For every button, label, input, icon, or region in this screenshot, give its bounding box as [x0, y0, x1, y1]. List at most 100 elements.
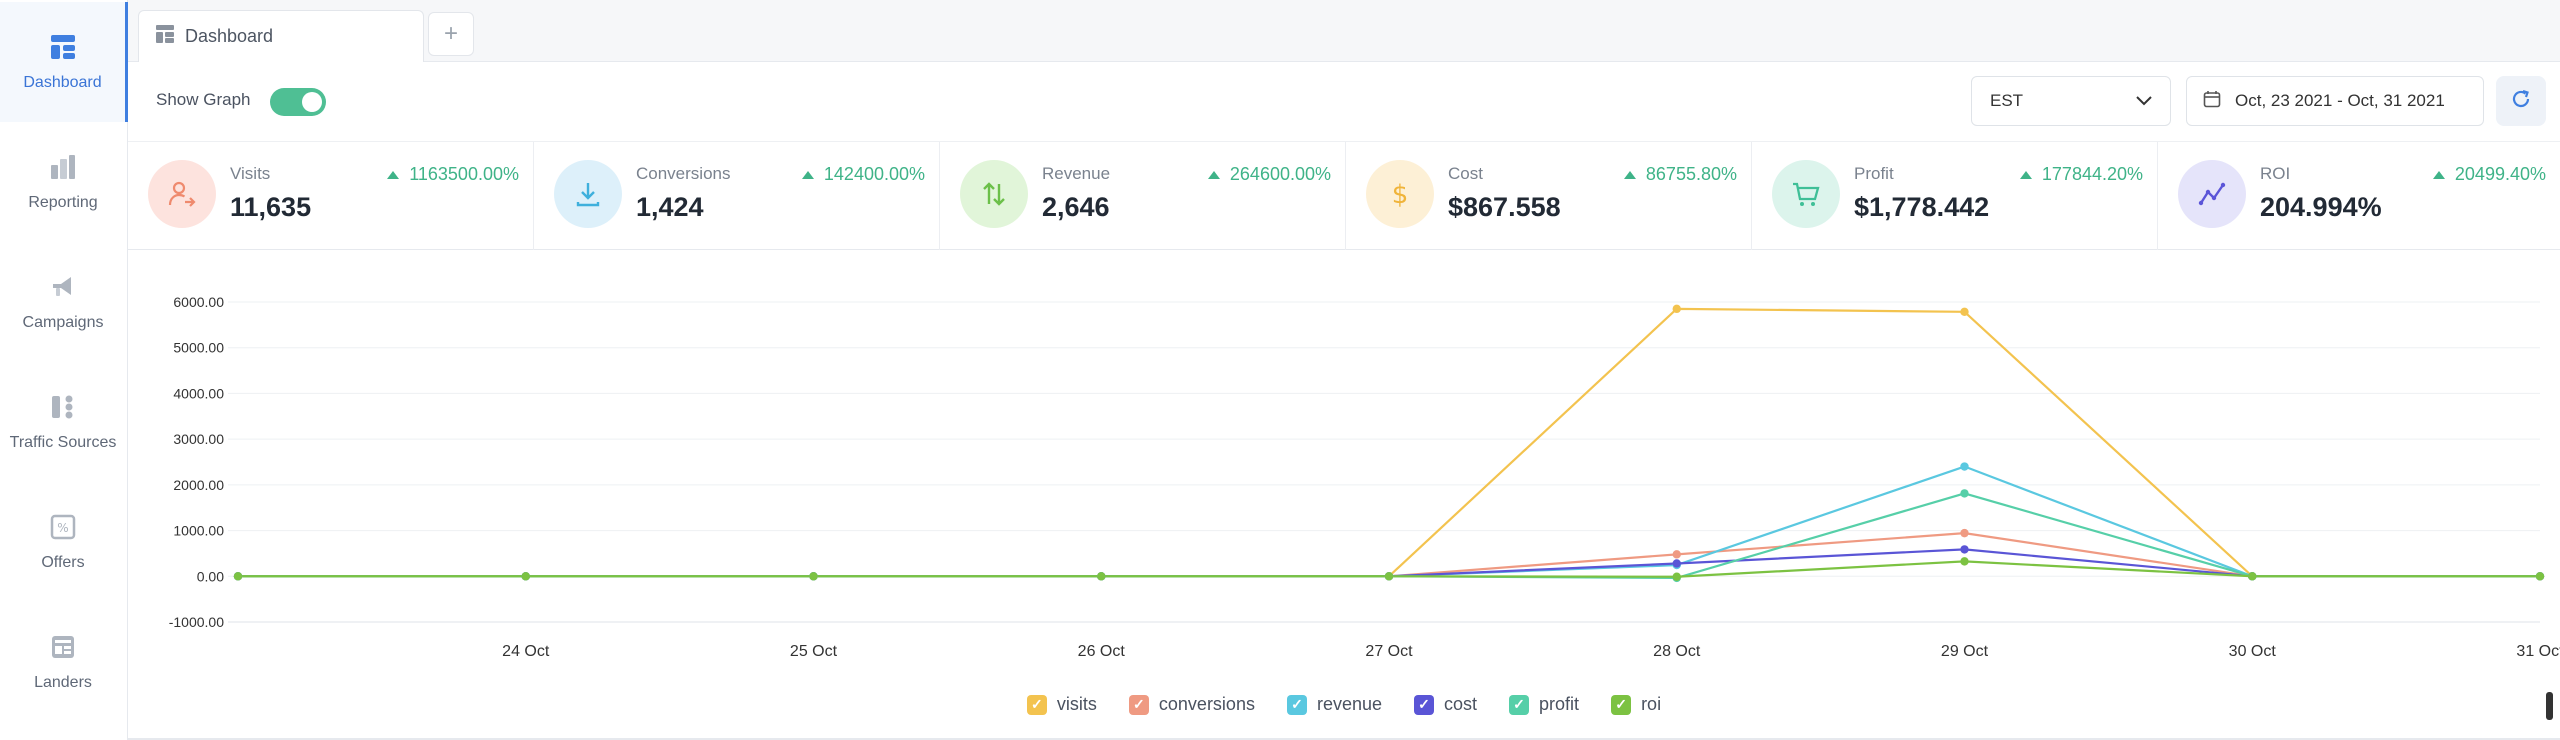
legend-item-conversions[interactable]: ✓ conversions: [1128, 694, 1255, 715]
up-triangle-icon: [1207, 170, 1220, 179]
legend-checkbox[interactable]: ✓: [1611, 694, 1632, 715]
data-point-roi: [233, 572, 243, 581]
trend-icon: [2178, 160, 2246, 228]
kpi-title: Revenue: [1042, 164, 1111, 183]
calendar-icon: [2203, 90, 2221, 113]
sidebar-item-campaigns[interactable]: Campaigns: [0, 242, 126, 362]
up-triangle-icon: [2432, 170, 2445, 179]
kpi-change: 142400.00%: [801, 164, 925, 185]
kpi-value: 2,646: [1042, 192, 1110, 222]
legend-label: roi: [1641, 694, 1662, 714]
sidebar-item-offers[interactable]: % Offers: [0, 482, 126, 602]
sidebar-item-label: Reporting: [28, 194, 98, 211]
sidebar-item-traffic-sources[interactable]: Traffic Sources: [0, 362, 126, 482]
date-range-picker[interactable]: Oct, 23 2021 - Oct, 31 2021: [2186, 76, 2484, 126]
legend-checkbox[interactable]: ✓: [1286, 694, 1307, 715]
add-tab-button[interactable]: +: [428, 12, 474, 56]
y-tick-label: 2000.00: [173, 477, 224, 493]
tab-label: Dashboard: [185, 26, 274, 46]
legend-item-roi[interactable]: ✓ roi: [1611, 694, 1661, 715]
show-graph-toggle[interactable]: [270, 88, 326, 116]
legend-checkbox[interactable]: ✓: [1026, 694, 1047, 715]
y-tick-label: 1000.00: [173, 523, 224, 539]
toggle-knob: [302, 92, 322, 112]
sidebar-item-landers[interactable]: Landers: [0, 602, 126, 722]
offers-icon: %: [48, 512, 78, 542]
kpi-value: 1,424: [636, 192, 704, 222]
kpi-value: 11,635: [230, 192, 312, 222]
data-point-conversions: [1960, 528, 1969, 538]
data-point-roi: [1960, 557, 1969, 566]
x-tick-label: 30 Oct: [2229, 643, 2277, 660]
data-point-profit: [1960, 489, 1969, 498]
legend-checkbox[interactable]: ✓: [1128, 694, 1149, 715]
scroll-handle[interactable]: [2546, 692, 2553, 720]
up-triangle-icon: [1623, 170, 1636, 179]
kpi-title: Visits: [230, 164, 271, 183]
x-tick-label: 25 Oct: [790, 643, 838, 660]
x-tick-label: 29 Oct: [1941, 643, 1989, 660]
kpi-card-conversions: Conversions 1,424 142400.00%: [534, 142, 940, 250]
data-point-conversions: [1672, 550, 1681, 559]
series-line-profit: [238, 492, 2540, 579]
kpi-change: 86755.80%: [1623, 164, 1737, 185]
svg-text:$: $: [1392, 180, 1409, 210]
data-point-cost: [1960, 545, 1969, 554]
legend-label: visits: [1056, 694, 1097, 714]
svg-text:%: %: [57, 521, 68, 535]
dashboard-icon: [155, 24, 175, 49]
sidebar-item-label: Campaigns: [22, 314, 104, 331]
timezone-value: EST: [1990, 91, 2024, 110]
y-tick-label: -1000.00: [169, 614, 224, 630]
tab-dashboard[interactable]: Dashboard: [138, 10, 424, 62]
kpi-title: Profit: [1854, 164, 1894, 183]
kpi-card-visits: Visits 11,635 1163500.00%: [128, 142, 534, 250]
legend-item-profit[interactable]: ✓ profit: [1509, 694, 1579, 715]
chevron-down-icon: [2136, 91, 2152, 111]
kpi-change-value: 264600.00%: [1229, 164, 1331, 184]
kpi-change: 177844.20%: [2019, 164, 2143, 185]
data-point-roi: [1672, 572, 1681, 581]
data-point-roi: [1384, 572, 1394, 581]
y-tick-label: 0.00: [197, 568, 224, 584]
arrows-updown-icon: [960, 160, 1028, 228]
x-tick-label: 26 Oct: [1078, 643, 1126, 660]
legend-checkbox[interactable]: ✓: [1509, 694, 1530, 715]
legend-checkbox[interactable]: ✓: [1414, 694, 1435, 715]
kpi-title: Conversions: [636, 164, 731, 183]
cart-icon: [1772, 160, 1840, 228]
kpi-change: 264600.00%: [1207, 164, 1331, 185]
legend-item-visits[interactable]: ✓ visits: [1026, 694, 1097, 715]
sidebar-item-dashboard[interactable]: Dashboard: [0, 2, 128, 122]
refresh-button[interactable]: [2496, 76, 2546, 126]
kpi-change: 20499.40%: [2432, 164, 2546, 185]
divider: [128, 738, 2560, 740]
kpi-title: ROI: [2260, 164, 2291, 183]
kpi-card-profit: Profit $1,778.442 177844.20%: [1752, 142, 2158, 250]
kpi-card-cost: $ Cost $867.558 86755.80%: [1346, 142, 1752, 250]
kpi-change-value: 177844.20%: [2041, 164, 2143, 184]
date-range-value: Oct, 23 2021 - Oct, 31 2021: [2235, 91, 2445, 110]
x-tick-label: 31 Oct: [2516, 643, 2560, 660]
data-point-roi: [2248, 572, 2257, 581]
kpi-change-value: 1163500.00%: [409, 164, 519, 184]
sidebar: Dashboard Reporting Campaigns Traffic So…: [0, 0, 128, 740]
sidebar-item-label: Landers: [34, 674, 92, 691]
kpi-card-revenue: Revenue 2,646 264600.00%: [940, 142, 1346, 250]
kpi-change: 1163500.00%: [387, 164, 519, 185]
legend-item-cost[interactable]: ✓ cost: [1414, 694, 1477, 715]
legend-label: profit: [1539, 694, 1580, 714]
x-tick-label: 28 Oct: [1653, 643, 1701, 660]
kpi-change-value: 86755.80%: [1645, 164, 1737, 184]
tab-bar: Dashboard +: [128, 0, 2560, 62]
up-triangle-icon: [387, 170, 400, 179]
x-tick-label: 27 Oct: [1365, 643, 1413, 660]
legend-item-revenue[interactable]: ✓ revenue: [1286, 694, 1382, 715]
megaphone-icon: [48, 272, 78, 302]
timezone-select[interactable]: EST: [1971, 76, 2171, 126]
sidebar-item-reporting[interactable]: Reporting: [0, 122, 126, 242]
legend-label: cost: [1444, 694, 1478, 714]
data-point-roi: [2535, 572, 2545, 581]
data-point-visits: [1960, 307, 1969, 317]
